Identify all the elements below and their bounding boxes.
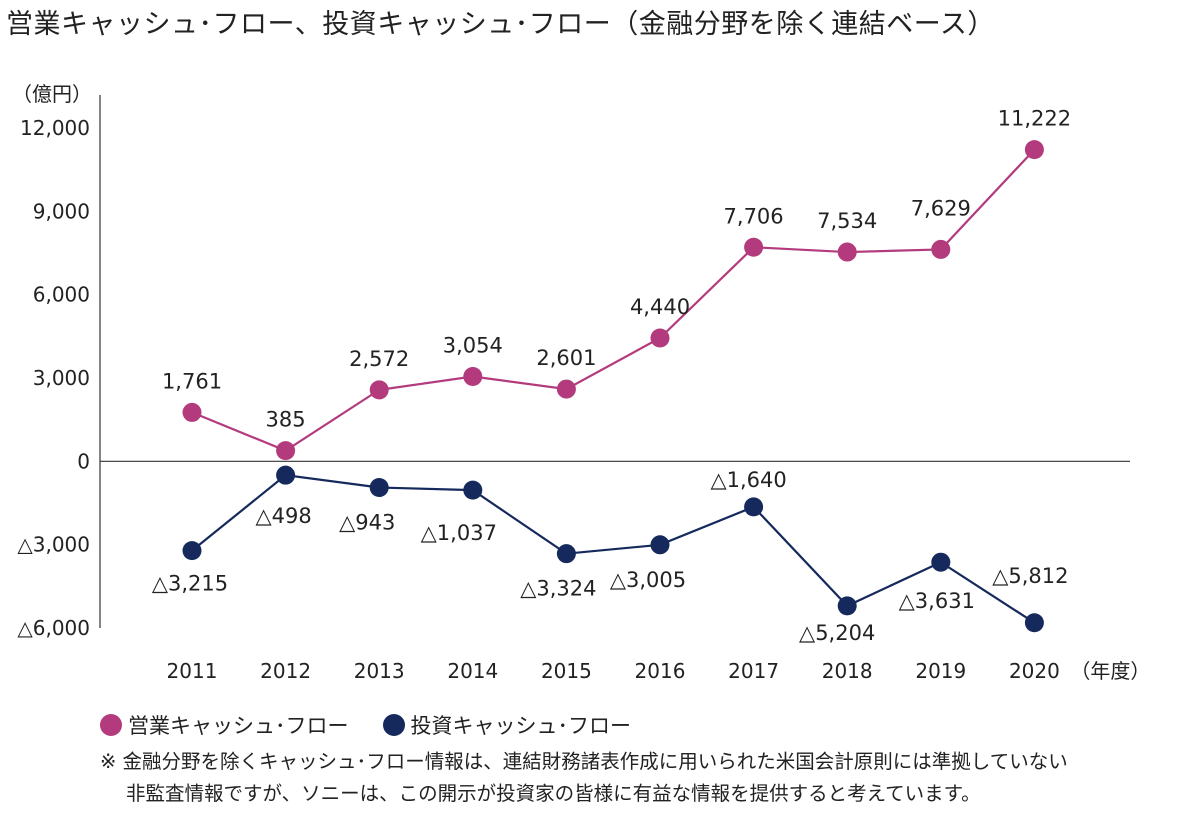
y-tick-label: 12,000 <box>20 116 90 140</box>
investing-cf-point <box>182 541 202 561</box>
x-tick-label: 2014 <box>447 659 498 683</box>
investing-cf-point <box>369 478 389 498</box>
operating-cf-point <box>556 379 576 399</box>
x-tick-label: 2016 <box>635 659 686 683</box>
investing-cf-point <box>931 552 951 572</box>
operating-cf-data-label: 385 <box>266 408 306 432</box>
operating-cf-data-label: 1,761 <box>162 369 222 393</box>
x-tick-label: 2011 <box>167 659 218 683</box>
chart-legend: 営業キャッシュ･フロー 投資キャッシュ･フロー <box>100 710 665 740</box>
y-tick-label: △6,000 <box>17 616 90 640</box>
legend-item-investing: 投資キャッシュ･フロー <box>382 710 632 740</box>
y-tick-label: △3,000 <box>17 533 90 557</box>
operating-cf-data-label: 3,054 <box>443 334 503 358</box>
chart-title: 営業キャッシュ･フロー、投資キャッシュ･フロー（金融分野を除く連結ベース） <box>6 9 995 40</box>
investing-cf-data-label: △1,640 <box>710 468 786 492</box>
operating-cf-point <box>369 380 389 400</box>
legend-item-operating: 営業キャッシュ･フロー <box>100 710 349 740</box>
y-tick-label: 6,000 <box>33 283 90 307</box>
operating-cf-data-label: 2,572 <box>349 347 409 371</box>
investing-cf-data-label: △1,037 <box>421 521 497 545</box>
y-tick-label: 0 <box>77 449 90 473</box>
legend-label-operating: 営業キャッシュ･フロー <box>128 714 349 738</box>
operating-cf-line <box>191 148 1036 452</box>
operating-cf-point <box>182 402 202 422</box>
y-tick-label: 9,000 <box>33 199 90 223</box>
investing-cf-data-label: △5,812 <box>992 564 1068 588</box>
investing-cf-line <box>191 474 1035 624</box>
legend-marker-investing <box>382 714 405 736</box>
investing-cf-point <box>556 544 576 564</box>
y-tick-label: 3,000 <box>33 366 90 390</box>
x-tick-label: 2017 <box>728 659 779 683</box>
operating-cf-point <box>744 237 764 257</box>
operating-cf-point <box>1024 140 1044 160</box>
operating-cf-data-label: 11,222 <box>998 107 1071 131</box>
investing-cf-data-label: △5,204 <box>799 621 875 645</box>
operating-cf-data-label: 2,601 <box>536 346 596 370</box>
investing-cf-point <box>1024 613 1044 633</box>
investing-cf-data-label: △3,005 <box>610 568 686 592</box>
legend-label-investing: 投資キャッシュ･フロー <box>410 714 632 738</box>
x-tick-label: 2015 <box>541 659 592 683</box>
x-tick-label: 2020 <box>1009 659 1060 683</box>
investing-cf-data-label: △3,324 <box>520 577 596 601</box>
legend-marker-operating <box>100 714 122 736</box>
operating-cf-data-label: 4,440 <box>630 295 690 319</box>
investing-cf-point <box>276 465 296 485</box>
x-tick-label: 2019 <box>915 659 966 683</box>
investing-cf-data-label: △3,215 <box>152 572 228 596</box>
x-tick-label: 2012 <box>260 659 311 683</box>
investing-cf-data-label: △3,631 <box>899 589 975 613</box>
y-axis-unit-label: （億円） <box>12 82 92 106</box>
footnote-line-2: 非監査情報ですが、ソニーは、この開示が投資家の皆様に有益な情報を提供すると考えて… <box>126 782 981 805</box>
footnote: ※ 金融分野を除くキャッシュ･フロー情報は、連結財務諸表作成に用いられた米国会計… <box>100 746 1068 810</box>
investing-cf-point <box>744 497 764 517</box>
operating-cf-point <box>931 239 951 259</box>
footnote-line-1: ※ 金融分野を除くキャッシュ･フロー情報は、連結財務諸表作成に用いられた米国会計… <box>100 750 1068 773</box>
operating-cf-point <box>650 328 670 348</box>
investing-cf-data-label: △943 <box>339 511 395 535</box>
investing-cf-point <box>650 535 670 555</box>
investing-cf-point <box>463 480 483 500</box>
operating-cf-data-label: 7,629 <box>911 196 971 220</box>
operating-cf-point <box>463 367 483 386</box>
investing-cf-data-label: △498 <box>255 504 311 528</box>
x-tick-label: 2018 <box>822 659 873 683</box>
cash-flow-line-chart: （億円） 12,000 9,000 6,000 3,000 0 △3,000 △6,000 20… <box>12 82 1150 683</box>
operating-cf-point <box>276 441 296 461</box>
operating-cf-data-label: 7,706 <box>724 204 784 228</box>
x-tick-label: 2013 <box>354 659 405 683</box>
investing-cf-point <box>837 596 857 616</box>
operating-cf-data-label: 7,534 <box>817 209 877 233</box>
x-axis-unit-label: （年度） <box>1070 659 1150 683</box>
operating-cf-point <box>837 242 857 262</box>
